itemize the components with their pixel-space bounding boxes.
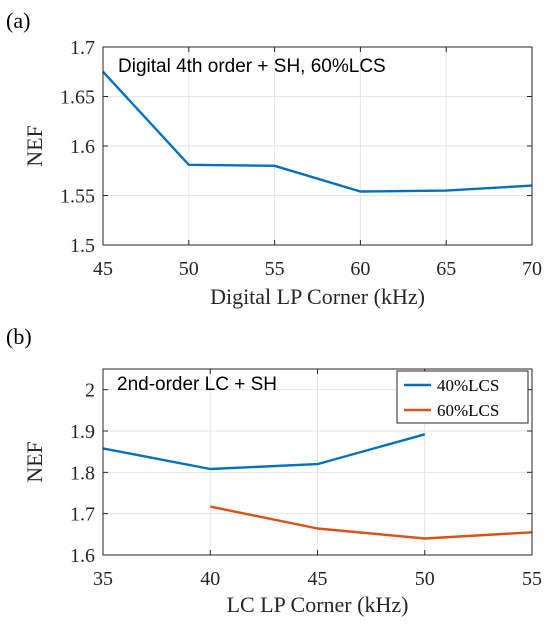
chart-1-xtick-label-1: 40: [200, 568, 220, 590]
chart-0-ylabel: NEF: [22, 125, 47, 167]
chart-0-xlabel: Digital LP Corner (kHz): [210, 284, 425, 309]
chart-0-ytick-label-1: 1.55: [60, 186, 95, 208]
chart-1-ytick-label-3: 1.9: [70, 421, 95, 443]
chart-0-ytick-label-4: 1.7: [70, 37, 95, 59]
chart-1-ytick-label-2: 1.8: [70, 462, 95, 484]
chart-0-xtick-label-1: 50: [179, 258, 199, 280]
chart-0-ytick-label-0: 1.5: [70, 235, 95, 257]
chart-0-ytick-label-2: 1.6: [70, 136, 95, 158]
chart-0-annotation: Digital 4th order + SH, 60%LCS: [118, 56, 386, 77]
chart-1-legend-label-1: 60%LCS: [437, 401, 499, 420]
chart-0-xtick-label-4: 65: [436, 258, 456, 280]
chart-1-xtick-label-0: 35: [93, 568, 113, 590]
chart-1-legend: [396, 370, 529, 424]
chart-1-panel-label: (b): [6, 324, 32, 349]
chart-1-series-1-line: [210, 505, 533, 540]
chart-0-axes-box: [102, 46, 533, 246]
chart-1-xtick-label-3: 50: [415, 568, 435, 590]
chart-1-ytick-label-0: 1.6: [70, 545, 95, 567]
chart-1-xlabel: LC LP Corner (kHz): [227, 592, 409, 617]
chart-1-legend-label-0: 40%LCS: [437, 376, 499, 395]
chart-1-series-0-line: [102, 433, 426, 471]
chart-0-ytick-label-3: 1.65: [60, 87, 95, 109]
chart-0-panel-label: (a): [6, 8, 30, 33]
chart-1-ylabel: NEF: [22, 441, 47, 483]
chart-0-series-0-line: [102, 70, 533, 193]
chart-1-ytick-label-4: 2: [85, 380, 95, 402]
chart-0-xtick-label-0: 45: [93, 258, 113, 280]
chart-0-xtick-label-2: 55: [265, 258, 285, 280]
chart-1-ytick-label-1: 1.7: [70, 504, 95, 526]
chart-1-axes-box: [102, 368, 533, 556]
chart-1-xtick-label-4: 55: [522, 568, 542, 590]
chart-0-xtick-label-3: 60: [350, 258, 370, 280]
chart-1-annotation: 2nd-order LC + SH: [117, 374, 277, 395]
chart-1-xtick-label-2: 45: [308, 568, 328, 590]
chart-0-xtick-label-5: 70: [522, 258, 542, 280]
